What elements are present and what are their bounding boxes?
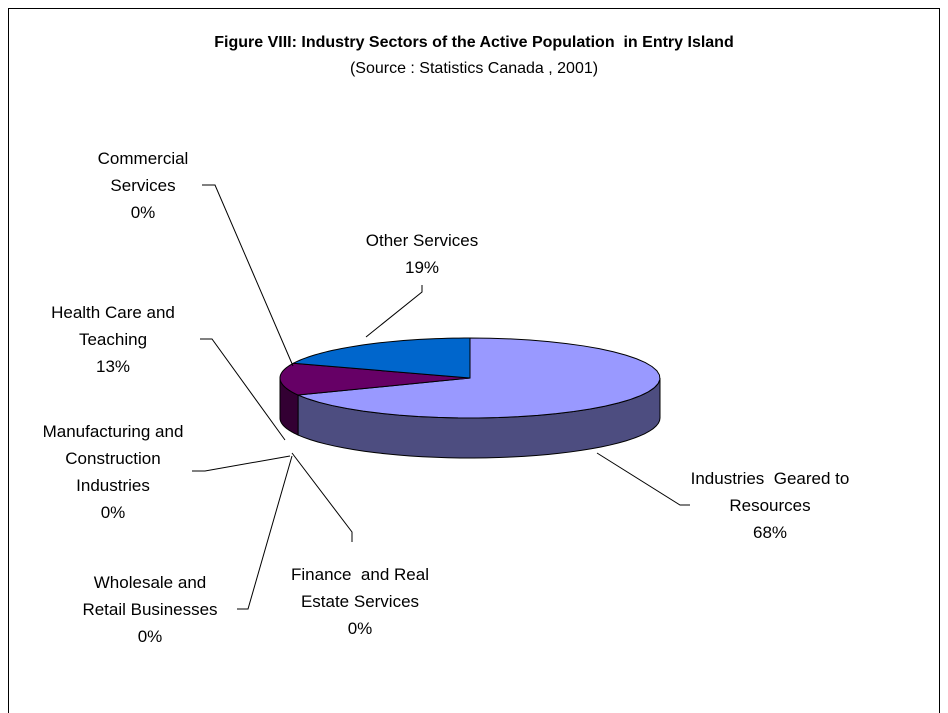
slice-label: Commercial Services bbox=[97, 149, 194, 195]
slice-label: Other Services bbox=[365, 231, 479, 250]
slice bbox=[297, 337, 661, 419]
leader-line bbox=[192, 455, 291, 472]
slice-label: Health Care and Teaching bbox=[51, 303, 180, 349]
slice-label: Industries Geared to Resources bbox=[690, 469, 855, 515]
value-label: 0% bbox=[130, 203, 156, 222]
leader-line bbox=[596, 452, 690, 506]
value-label: 68% bbox=[752, 523, 788, 542]
leader-line bbox=[200, 338, 286, 441]
chart-subtitle: (Source : Statistics Canada , 2001) bbox=[349, 60, 599, 77]
leader-line bbox=[365, 285, 423, 338]
slice-label: Finance and Real Estate Services bbox=[291, 565, 434, 611]
value-label: 19% bbox=[404, 258, 440, 277]
slice bbox=[279, 362, 471, 396]
slice bbox=[291, 337, 471, 379]
chart-frame bbox=[8, 8, 940, 713]
slice-label: Wholesale and Retail Businesses bbox=[82, 573, 218, 619]
value-label: 0% bbox=[100, 503, 126, 522]
slice-label: Manufacturing and Construction Industrie… bbox=[42, 422, 189, 495]
value-label: 0% bbox=[137, 627, 163, 646]
leader-line bbox=[291, 452, 353, 542]
chart-title: Figure VIII: Industry Sectors of the Act… bbox=[214, 34, 734, 51]
value-label: 13% bbox=[95, 357, 131, 376]
leader-line bbox=[202, 184, 294, 367]
leader-line bbox=[237, 455, 293, 610]
value-label: 0% bbox=[347, 619, 373, 638]
